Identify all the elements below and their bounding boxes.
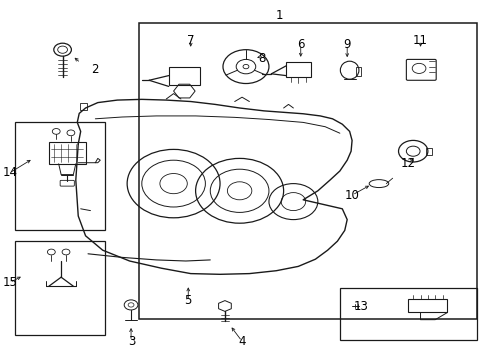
Text: 6: 6: [296, 39, 304, 51]
Text: 15: 15: [2, 276, 17, 289]
Text: 9: 9: [343, 39, 350, 51]
Text: 14: 14: [2, 166, 17, 179]
Text: 8: 8: [257, 52, 265, 65]
Text: 13: 13: [353, 300, 367, 313]
Text: 5: 5: [184, 294, 192, 307]
Text: 7: 7: [186, 34, 194, 47]
Text: 12: 12: [400, 157, 415, 170]
Text: 4: 4: [238, 335, 245, 348]
Text: 11: 11: [412, 34, 427, 47]
Text: 1: 1: [275, 9, 283, 22]
Text: 10: 10: [344, 189, 359, 202]
Text: 3: 3: [128, 335, 136, 348]
Text: 2: 2: [91, 63, 99, 76]
